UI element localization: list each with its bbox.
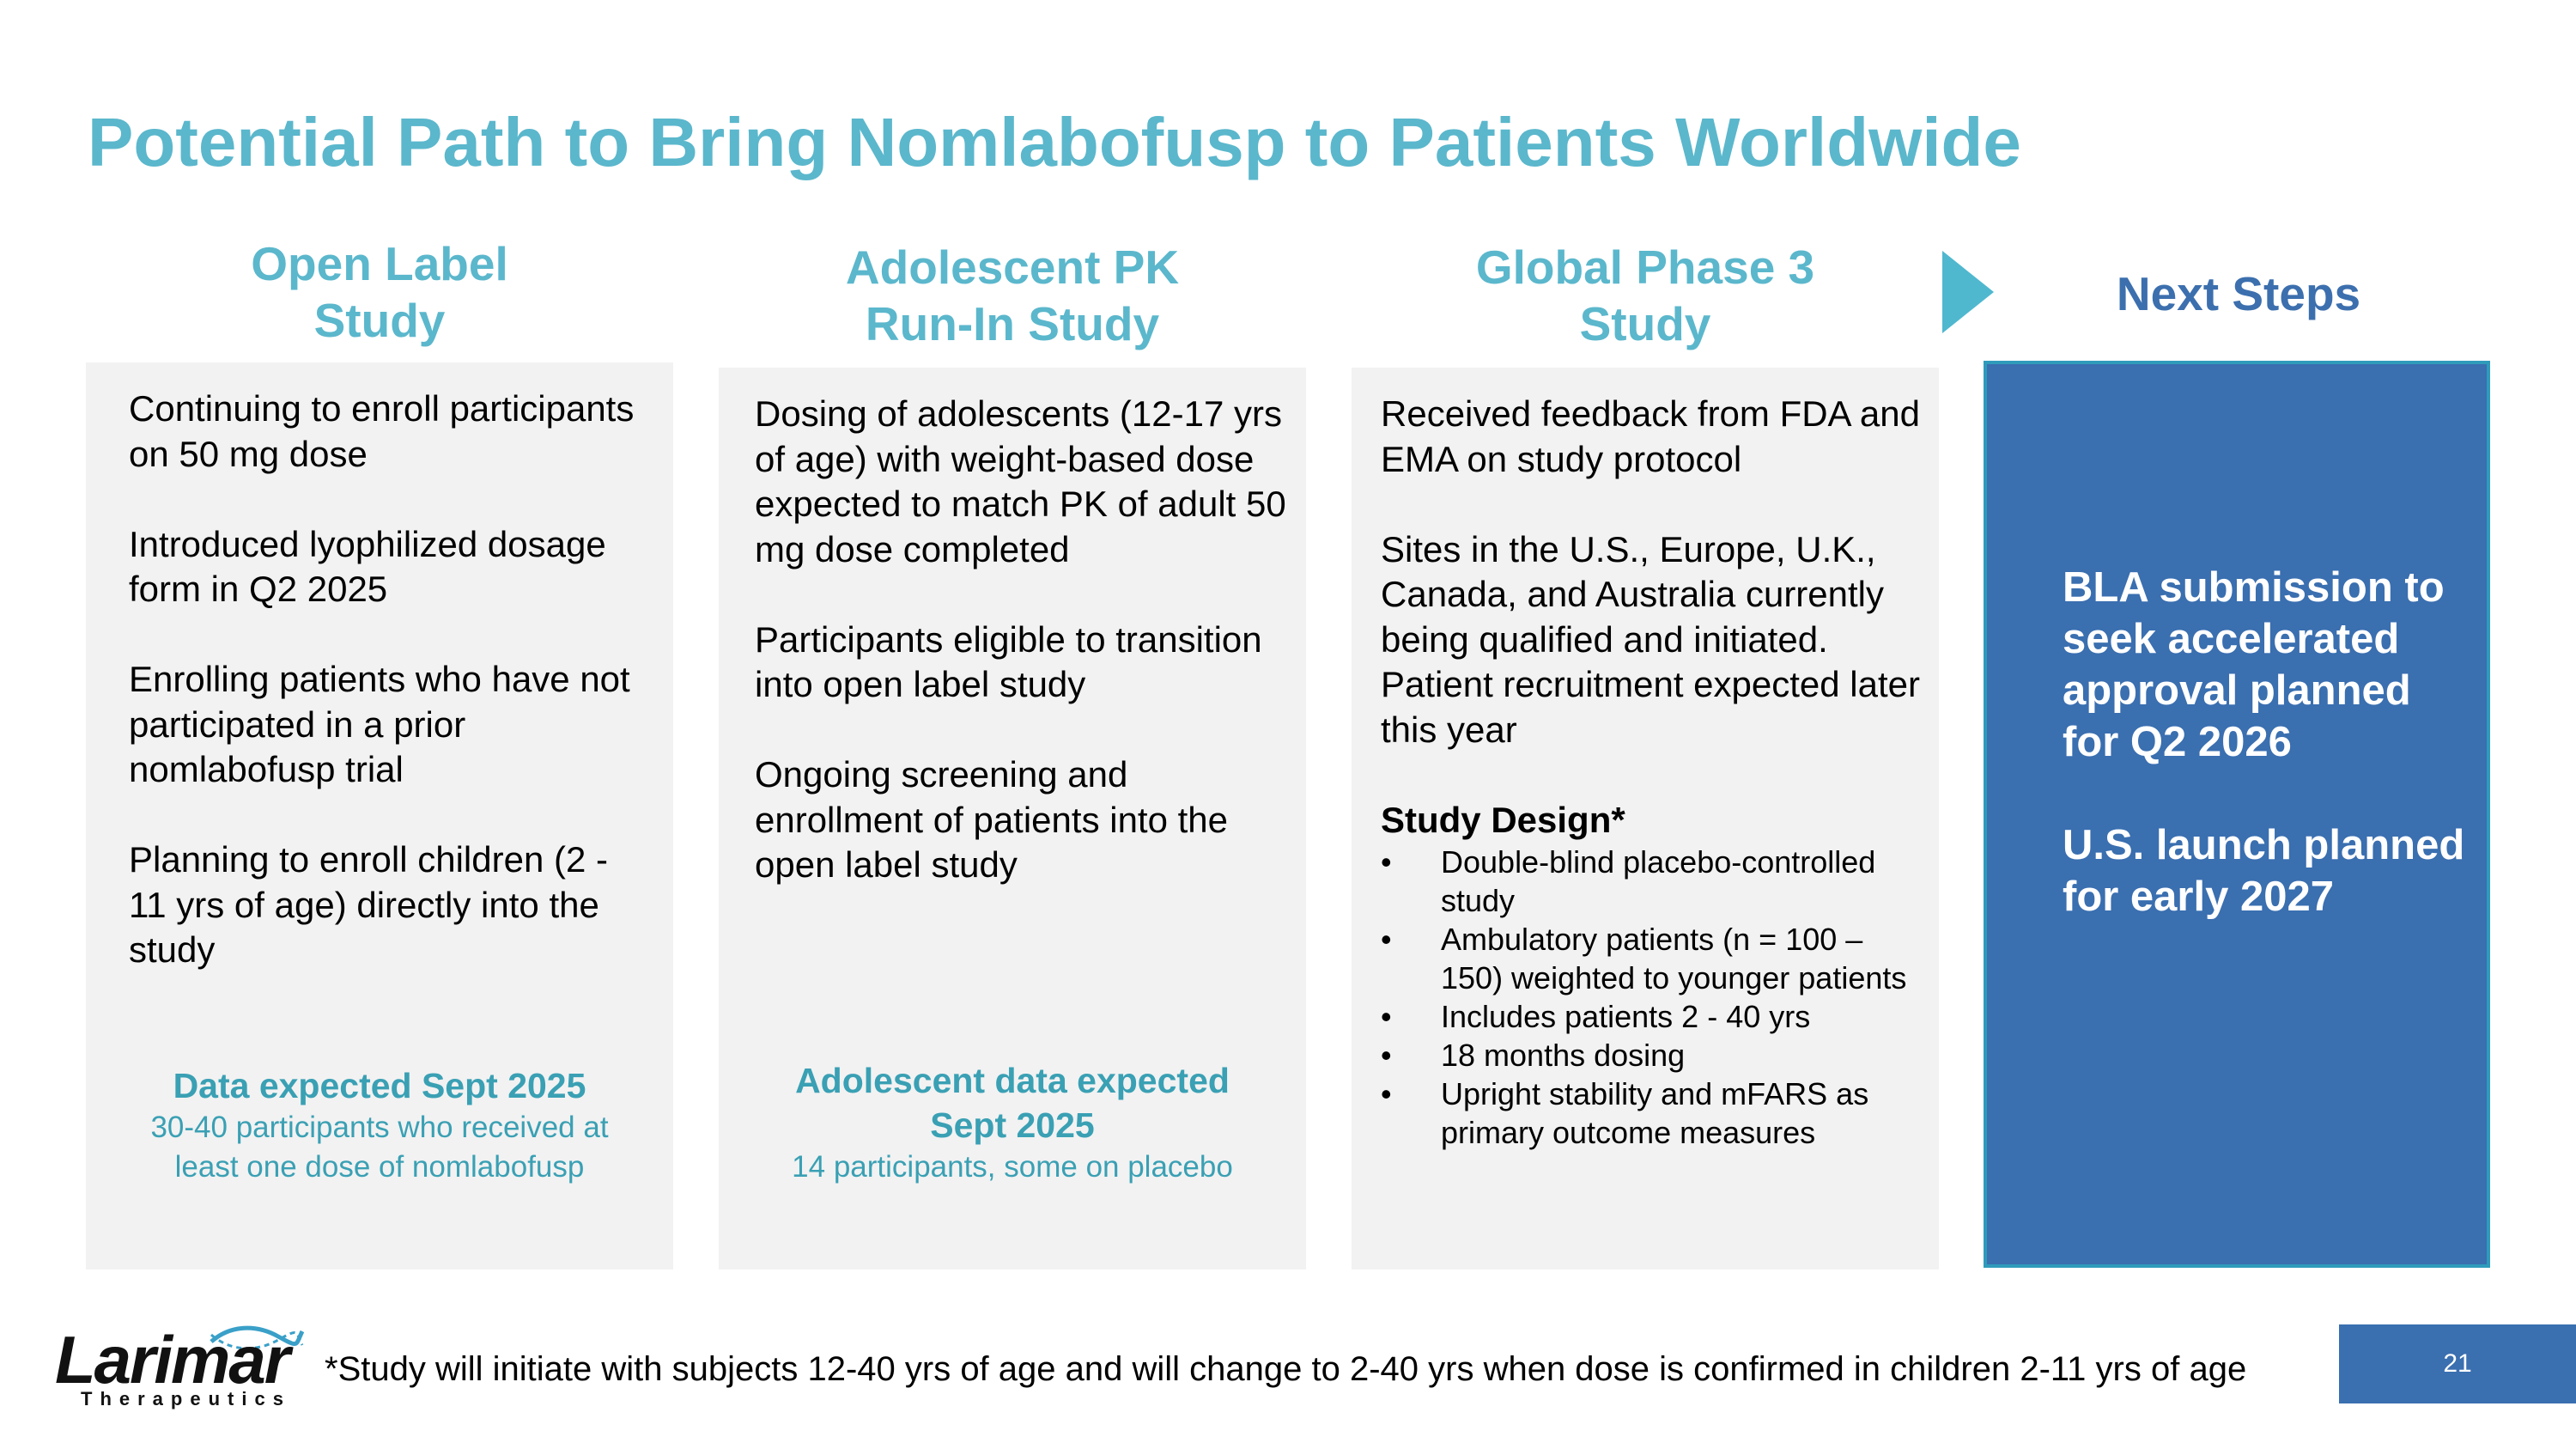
next-step-item: BLA submission to seek accelerated appro…	[2063, 564, 2445, 765]
paragraph: Participants eligible to transition into…	[755, 618, 1262, 705]
study-design-item: Double-blind placebo-controlled study	[1381, 843, 1922, 920]
column-header-global-phase-3: Global Phase 3 Study	[1352, 239, 1939, 352]
logo-tagline: Therapeutics	[81, 1388, 291, 1409]
paragraph: Planning to enroll children (2 - 11 yrs …	[129, 839, 608, 970]
study-design-item: Upright stability and mFARS as primary o…	[1381, 1075, 1922, 1152]
paragraph: Ongoing screening and enrollment of pati…	[755, 754, 1229, 885]
logo-wordmark: Larimar	[55, 1322, 290, 1397]
box-text: Received feedback from FDA and EMA on st…	[1381, 392, 1922, 1152]
arrow-right-icon	[1942, 251, 1994, 333]
next-step-item: U.S. launch planned for early 2027	[2063, 822, 2465, 920]
global-phase-3-study-box: Received feedback from FDA and EMA on st…	[1352, 368, 1939, 1269]
box-text: Continuing to enroll participants on 50 …	[129, 387, 653, 973]
paragraph: Continuing to enroll participants on 50 …	[129, 388, 635, 474]
study-design-title: Study Design*	[1381, 799, 1625, 840]
adolescent-pk-study-box: Dosing of adolescents (12-17 yrs of age)…	[719, 368, 1306, 1269]
footnote: *Study will initiate with subjects 12-40…	[325, 1350, 2247, 1388]
paragraph: Introduced lyophilized dosage form in Q2…	[129, 523, 606, 610]
footer-highlight: Data expected Sept 2025	[173, 1066, 586, 1105]
column-header-open-label: Open Label Study	[86, 235, 673, 349]
column-header-line: Adolescent PK	[845, 240, 1180, 294]
page-number: 21	[2339, 1324, 2576, 1403]
column-header-line: Study	[313, 294, 446, 347]
study-design-list: Double-blind placebo-controlled study Am…	[1381, 843, 1922, 1152]
study-design-item: Ambulatory patients (n = 100 – 150) weig…	[1381, 920, 1922, 997]
column-header-line: Study	[1579, 297, 1711, 350]
larimar-logo: Larimar Therapeutics	[55, 1321, 313, 1416]
column-header-line: Global Phase 3	[1475, 240, 1815, 294]
open-label-study-box: Continuing to enroll participants on 50 …	[86, 362, 673, 1269]
next-steps-text: BLA submission to seek accelerated appro…	[2063, 562, 2466, 922]
paragraph: Sites in the U.S., Europe, U.K., Canada,…	[1381, 528, 1920, 750]
footer-sub: 30-40 participants who received at least…	[150, 1111, 609, 1184]
box-footer: Adolescent data expected Sept 2025 14 pa…	[770, 1058, 1255, 1187]
box-footer: Data expected Sept 2025 30-40 participan…	[120, 1063, 639, 1187]
helix-icon	[210, 1325, 304, 1350]
study-design-item: 18 months dosing	[1381, 1036, 1922, 1075]
slide-title: Potential Path to Bring Nomlabofusp to P…	[88, 104, 2021, 180]
footer-sub: 14 participants, some on placebo	[792, 1150, 1233, 1184]
footer-highlight: Adolescent data expected Sept 2025	[795, 1061, 1230, 1145]
next-steps-box: BLA submission to seek accelerated appro…	[1984, 361, 2490, 1268]
column-header-adolescent-pk: Adolescent PK Run-In Study	[719, 239, 1306, 352]
column-header-line: Run-In Study	[865, 297, 1160, 350]
column-header-line: Open Label	[251, 237, 508, 290]
next-steps-header: Next Steps	[2116, 267, 2361, 320]
paragraph: Received feedback from FDA and EMA on st…	[1381, 393, 1920, 479]
box-text: Dosing of adolescents (12-17 yrs of age)…	[755, 392, 1287, 888]
study-design-item: Includes patients 2 - 40 yrs	[1381, 997, 1922, 1036]
paragraph: Enrolling patients who have not particip…	[129, 659, 630, 789]
paragraph: Dosing of adolescents (12-17 yrs of age)…	[755, 393, 1286, 569]
